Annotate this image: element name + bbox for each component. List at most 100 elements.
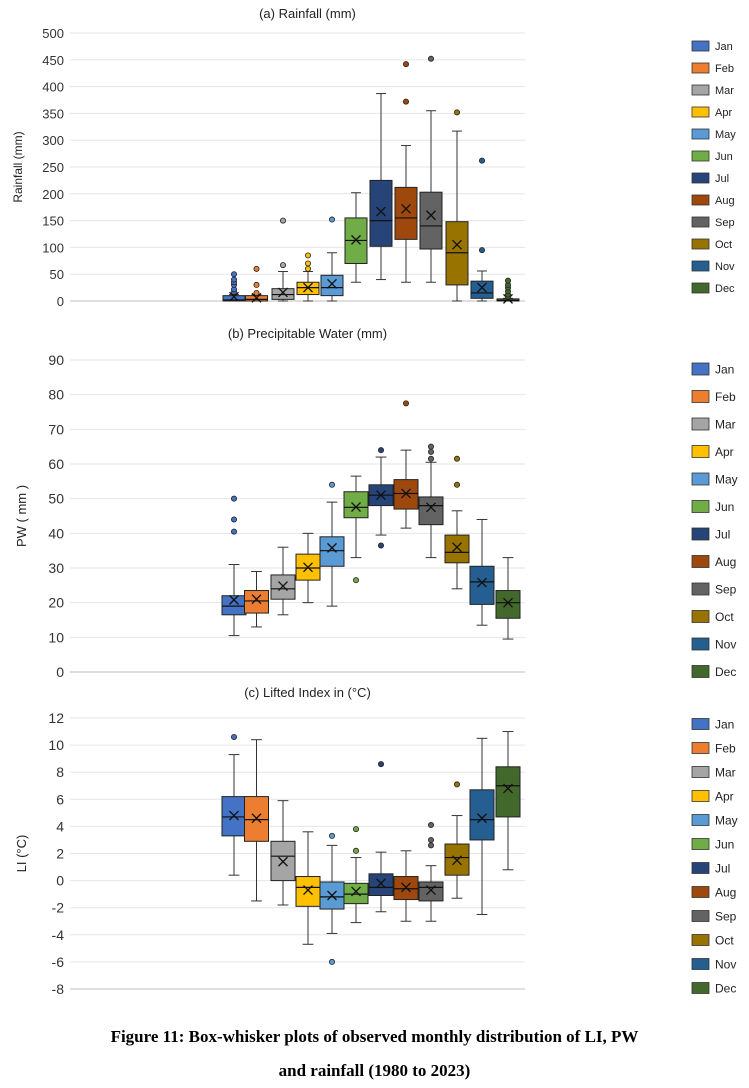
legend-label: Jan: [715, 363, 734, 377]
y-tick-label: 10: [48, 737, 64, 753]
y-tick-label: 60: [48, 456, 64, 472]
outlier-point: [230, 516, 237, 523]
legend-label: Jul: [715, 528, 730, 542]
box-mar: [270, 546, 296, 616]
box-aug: [394, 61, 418, 283]
box-nov: [469, 737, 495, 915]
box-dec: [495, 557, 521, 640]
box-jun: [343, 826, 369, 924]
y-tick-label: 10: [48, 629, 64, 645]
mean-marker: [503, 597, 513, 608]
legend-swatch: [691, 527, 710, 541]
box-body: [418, 496, 444, 526]
legend-swatch: [691, 390, 710, 403]
mean-marker: [452, 542, 462, 553]
chart-svg: (b) Precipitable Water (mm) 0 10 20 30 40 50 60…: [14, 326, 738, 680]
legend-swatch: [691, 238, 710, 250]
legend-label: May: [715, 814, 738, 828]
box-mar: [270, 800, 296, 906]
y-tick-label: 8: [56, 764, 64, 780]
legend-swatch: [691, 417, 710, 431]
legend-swatch: [691, 172, 710, 184]
legend-swatch: [691, 790, 710, 802]
legend-swatch: [691, 472, 710, 486]
mean-marker: [327, 890, 337, 901]
legend: Jan Feb Mar Apr May Jun Jul Aug Sep Oct Nov Dec: [691, 363, 738, 679]
mean-marker: [251, 813, 262, 824]
outlier-point: [230, 733, 237, 740]
box-jul: [369, 93, 393, 281]
mean-marker: [477, 577, 487, 588]
y-tick-label: 90: [48, 352, 64, 368]
y-tick-label: -2: [52, 900, 65, 916]
rainfall-panel: (a) Rainfall (mm) 0 50 100 150 200 250 300 350 40…: [0, 0, 749, 320]
legend-swatch: [691, 216, 710, 228]
outlier-point: [453, 781, 460, 788]
box-body: [495, 766, 521, 818]
box-jul: [368, 761, 394, 913]
lifted-index-panel: (c) Lifted Index in (°C) -8 -6 -4 -2 0 2 4 6 8 10 1…: [0, 685, 749, 1010]
legend-label: Jul: [715, 173, 729, 185]
mean-marker: [303, 885, 313, 896]
legend-label: Oct: [715, 934, 734, 948]
outlier-point: [427, 455, 434, 462]
outlier-point: [304, 260, 311, 267]
y-tick-label: 150: [42, 214, 64, 229]
y-tick-label: 250: [42, 160, 64, 175]
outlier-point: [402, 61, 409, 68]
box-body: [394, 186, 418, 240]
legend-label: May: [715, 473, 738, 487]
legend-swatch: [691, 582, 710, 596]
box-body: [343, 882, 369, 905]
mean-marker: [426, 502, 436, 513]
box-feb: [245, 265, 268, 303]
outlier-point: [427, 55, 434, 62]
outlier-point: [427, 443, 434, 450]
legend-swatch: [691, 555, 710, 568]
legend-swatch: [691, 742, 710, 754]
legend-label: Dec: [715, 283, 735, 295]
legend-swatch: [691, 982, 710, 994]
box-feb: [244, 570, 269, 628]
y-tick-label: 4: [56, 818, 64, 834]
legend-swatch: [691, 862, 710, 874]
legend-swatch: [691, 128, 710, 140]
legend-label: Jun: [715, 500, 734, 514]
precipitable-water-panel: (b) Precipitable Water (mm) 0 10 20 30 40 50 60…: [0, 320, 749, 685]
legend-swatch: [691, 282, 710, 294]
outlier-point: [253, 289, 260, 296]
legend-swatch: [691, 84, 710, 96]
box-body: [221, 595, 247, 616]
y-tick-label: 12: [48, 710, 64, 726]
box-jul: [368, 447, 394, 549]
mean-marker: [401, 203, 411, 214]
box-may: [319, 481, 345, 607]
legend-swatch: [691, 106, 710, 118]
legend-swatch: [691, 150, 710, 162]
box-apr: [295, 831, 321, 945]
outlier-point: [402, 98, 409, 105]
legend-label: Apr: [715, 107, 732, 119]
box-aug: [393, 850, 419, 922]
y-tick-label: 450: [42, 53, 64, 68]
outlier-point: [453, 481, 460, 488]
legend-swatch: [691, 665, 710, 678]
box-nov: [469, 518, 495, 626]
chart-title: (b) Precipitable Water (mm): [228, 326, 387, 341]
legend-label: Aug: [715, 195, 735, 207]
y-tick-label: 50: [48, 491, 64, 507]
outlier-point: [402, 400, 409, 407]
legend-swatch: [691, 500, 710, 513]
legend-swatch: [691, 814, 710, 826]
box-body: [495, 590, 521, 619]
outlier-point: [427, 822, 434, 829]
legend-label: Jun: [715, 838, 734, 852]
legend: Jan Feb Mar Apr May Jun Jul Aug Sep Oct Nov Dec: [691, 718, 738, 996]
legend-label: Nov: [715, 261, 735, 273]
chart-svg: (c) Lifted Index in (°C) -8 -6 -4 -2 0 2 4 6 8 10 1…: [14, 685, 738, 997]
y-tick-label: 0: [56, 873, 64, 889]
outlier-point: [377, 761, 384, 768]
outlier-point: [279, 262, 286, 269]
mean-marker: [426, 210, 436, 221]
box-body: [469, 789, 495, 841]
